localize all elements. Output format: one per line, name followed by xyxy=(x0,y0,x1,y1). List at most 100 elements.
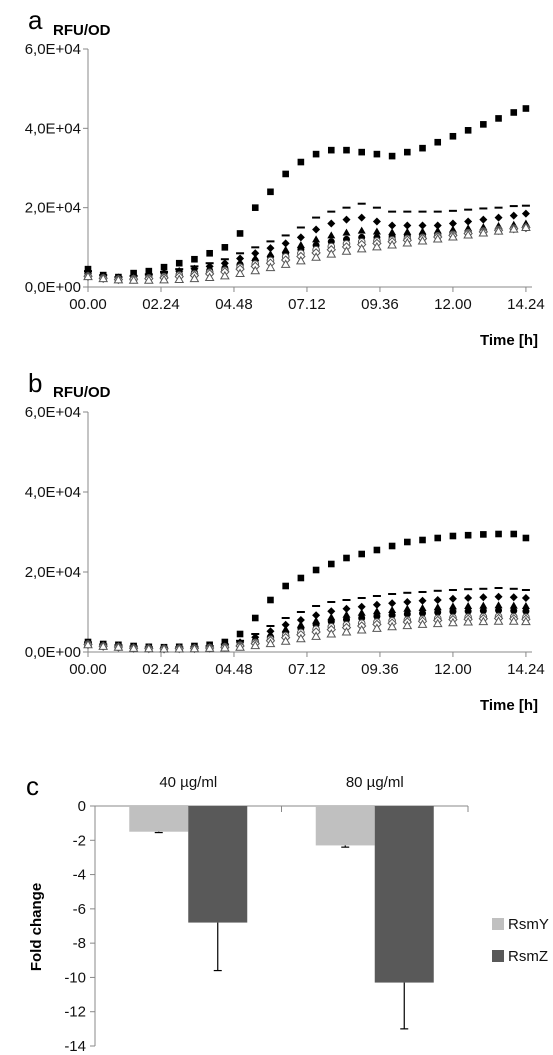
data-point-filled-square xyxy=(175,259,183,267)
data-point-dash xyxy=(388,593,397,595)
data-point-open-triangle xyxy=(387,239,397,249)
data-point-open-triangle xyxy=(508,616,519,625)
data-point-open-triangle xyxy=(387,621,397,631)
data-point-filled-diamond xyxy=(312,225,321,234)
data-point-open-triangle xyxy=(356,243,367,253)
data-point-filled-circle xyxy=(388,611,396,619)
data-point-filled-square xyxy=(282,582,289,590)
data-point-filled-triangle xyxy=(372,227,381,235)
data-point-filled-square xyxy=(434,138,442,146)
data-point-dash xyxy=(388,210,397,213)
data-point-filled-triangle xyxy=(403,227,412,235)
data-point-filled-diamond xyxy=(251,249,260,258)
data-point-open-triangle xyxy=(280,259,291,268)
data-point-dash xyxy=(521,589,530,591)
data-point-dash xyxy=(433,210,442,213)
data-point-open-triangle xyxy=(219,642,230,652)
data-point-filled-diamond xyxy=(357,213,366,222)
data-point-open-triangle xyxy=(311,252,321,261)
data-point-dash xyxy=(509,587,518,590)
data-point-filled-circle xyxy=(327,618,335,626)
data-point-open-triangle xyxy=(493,616,504,625)
data-point-dash xyxy=(448,589,457,591)
data-point-dash xyxy=(327,601,336,603)
data-point-dash xyxy=(281,617,290,619)
bar-rsmz xyxy=(188,806,248,923)
data-point-filled-triangle xyxy=(327,231,336,239)
data-point-filled-square xyxy=(449,532,457,540)
data-point-open-triangle xyxy=(372,623,382,632)
data-point-dash xyxy=(403,210,412,213)
data-point-filled-square xyxy=(404,148,411,156)
data-point-dash xyxy=(509,205,518,208)
data-point-open-triangle xyxy=(296,255,306,265)
data-point-filled-square xyxy=(510,109,518,116)
data-point-open-triangle xyxy=(265,638,276,648)
data-point-filled-triangle xyxy=(357,226,366,234)
data-point-filled-diamond xyxy=(509,593,518,602)
data-point-filled-triangle xyxy=(433,603,442,611)
data-point-filled-diamond xyxy=(479,215,488,224)
data-point-dash xyxy=(433,589,442,592)
data-point-open-triangle xyxy=(326,249,337,258)
data-point-filled-triangle xyxy=(357,608,366,616)
data-point-open-triangle xyxy=(463,616,473,626)
data-point-filled-square xyxy=(480,121,487,128)
data-point-filled-circle xyxy=(342,616,350,624)
legend-swatch-rsmy xyxy=(492,918,504,930)
data-point-filled-diamond xyxy=(464,594,473,602)
data-point-open-triangle xyxy=(113,642,124,651)
data-point-filled-triangle xyxy=(296,240,305,248)
data-point-filled-square xyxy=(191,255,198,263)
legend-swatch-rsmz xyxy=(492,950,504,962)
y-tick-label: -10 xyxy=(64,969,86,986)
data-point-filled-diamond xyxy=(448,219,457,228)
panel-b-letter: b xyxy=(28,368,42,398)
plot-c: 0 -2 -4 -6 -8 -10 -12 -14 40 µg/ml 80 µg/ml RsmY Rs… xyxy=(64,774,549,1055)
panel-c-ylabel: Fold change xyxy=(28,883,45,971)
data-point-filled-circle xyxy=(373,612,381,620)
data-point-filled-diamond xyxy=(372,217,381,226)
data-point-filled-triangle xyxy=(521,602,530,609)
data-point-dash xyxy=(312,216,321,219)
data-point-dash xyxy=(464,588,473,591)
data-point-filled-square xyxy=(358,550,365,558)
data-point-dash xyxy=(464,208,473,211)
data-point-open-triangle xyxy=(83,639,93,649)
data-point-filled-diamond xyxy=(418,596,427,605)
data-point-open-triangle xyxy=(402,237,413,247)
x-tick-label: 12.00 xyxy=(434,661,472,678)
data-point-filled-square xyxy=(282,170,289,178)
data-point-filled-triangle xyxy=(403,604,412,612)
data-point-filled-triangle xyxy=(312,235,321,243)
data-point-open-triangle xyxy=(189,273,200,283)
data-point-filled-triangle xyxy=(388,606,397,613)
data-point-open-triangle xyxy=(159,643,169,653)
data-point-dash xyxy=(251,246,260,249)
data-point-dash xyxy=(296,611,305,613)
data-point-filled-square xyxy=(297,574,305,582)
x-tick-label: 02.24 xyxy=(142,661,180,678)
data-point-dash xyxy=(372,595,381,597)
data-point-open-triangle xyxy=(402,620,413,630)
x-tick-label: 02.24 xyxy=(142,296,180,313)
data-point-filled-diamond xyxy=(494,213,503,222)
data-point-open-triangle xyxy=(326,628,337,638)
category-label: 80 µg/ml xyxy=(346,774,404,791)
data-point-open-triangle xyxy=(417,235,428,245)
data-point-filled-diamond xyxy=(372,600,381,609)
data-point-open-triangle xyxy=(311,631,321,640)
data-point-filled-square xyxy=(464,531,472,539)
data-point-filled-diamond xyxy=(342,604,351,613)
data-point-filled-square xyxy=(251,204,259,211)
data-point-filled-triangle xyxy=(479,601,488,609)
data-point-filled-square xyxy=(373,546,381,554)
data-point-filled-square xyxy=(160,263,168,271)
data-point-filled-square xyxy=(343,554,350,562)
data-point-open-triangle xyxy=(113,274,124,284)
y-tick-label: 2,0E+04 xyxy=(25,564,81,581)
data-point-filled-diamond xyxy=(296,616,305,624)
y-tick-label: -8 xyxy=(73,935,86,952)
data-point-open-triangle xyxy=(204,272,215,281)
data-point-filled-square xyxy=(495,115,502,122)
